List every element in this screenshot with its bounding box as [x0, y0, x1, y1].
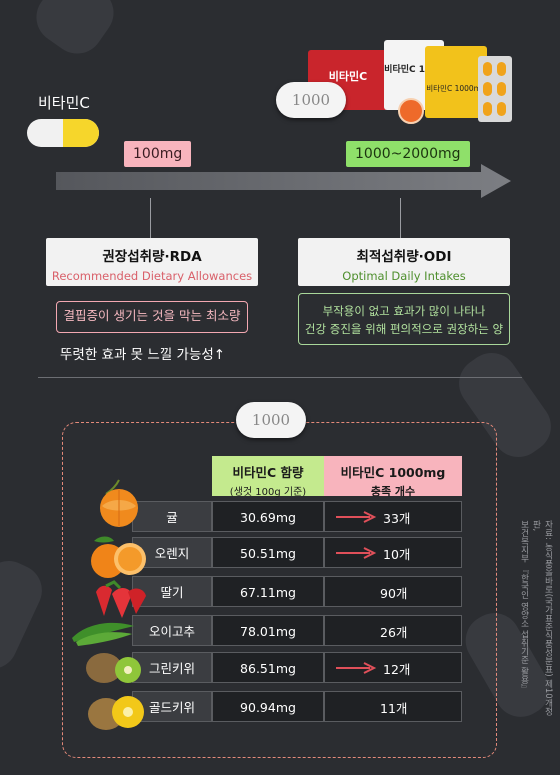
blister-pack: [478, 56, 512, 122]
connector-line-odi: [400, 198, 401, 238]
table-row-count: 12개: [383, 662, 411, 677]
table-row-content: 90.94mg: [212, 691, 324, 722]
table-row-name: 딸기: [132, 576, 212, 607]
table-row-count: 11개: [380, 701, 408, 716]
table-row-count-cell: [324, 691, 462, 722]
table-row-count: 26개: [380, 625, 408, 640]
red-arrow-icon: [336, 511, 377, 523]
table-row-content: 30.69mg: [212, 501, 324, 532]
section-divider: [38, 377, 522, 378]
table-row-content: 67.11mg: [212, 576, 324, 607]
table-row-name: 귤: [132, 501, 212, 532]
product-box-white-text: 비타민C 1000: [384, 65, 444, 75]
odi-title: 최적섭취량·ODI: [356, 249, 452, 265]
orange-slice-image: [398, 98, 424, 124]
header-count: 비타민C 1000mg 충족 개수: [324, 456, 462, 498]
intake-scale-arrow: [56, 164, 511, 198]
red-arrow-icon: [336, 662, 377, 674]
odi-description: 부작용이 없고 효과가 많이 나타나 건강 증진을 위해 편의적으로 권장하는 …: [298, 293, 510, 345]
weak-effect-note: 뚜렷한 효과 못 느낄 가능성↑: [60, 347, 226, 363]
table-row-count-cell: [324, 576, 462, 607]
rda-subtitle: Recommended Dietary Allowances: [51, 269, 253, 283]
table-row-name: 그린키위: [132, 652, 212, 683]
header-count-sub: 충족 개수: [370, 485, 416, 498]
background-capsule-left: [0, 552, 51, 678]
connector-line-rda: [150, 198, 151, 238]
red-arrow-icon: [336, 547, 377, 559]
header-vitamin-content-title: 비타민C 함량: [232, 465, 304, 480]
background-capsule-top-left: [26, 0, 124, 64]
capsule-icon: [27, 119, 99, 147]
green-pepper-image: [72, 622, 134, 646]
product-box-red-text: 비타민C: [328, 70, 368, 83]
vitamin-c-label: 비타민C: [38, 94, 90, 112]
pill-1000-top-text: 1000: [291, 91, 331, 109]
table-row-content: 50.51mg: [212, 537, 324, 568]
odi-subtitle: Optimal Daily Intakes: [342, 269, 466, 283]
odi-description-line-2: 건강 증진을 위해 편의적으로 권장하는 양: [304, 322, 504, 336]
supplement-products-image: 비타민C 비타민C 1000 비타민C 1000mg: [300, 38, 515, 126]
table-row-name: 골드키위: [132, 691, 212, 722]
rda-title: 권장섭취량·RDA: [102, 249, 202, 265]
table-row-name: 오이고추: [132, 615, 212, 646]
table-row-count-cell: [324, 615, 462, 646]
strawberry-image: [96, 580, 146, 618]
table-row-count: 33개: [383, 511, 411, 526]
pill-1000-middle: 1000: [236, 402, 306, 438]
rda-box: 권장섭취량·RDA Recommended Dietary Allowances: [46, 238, 258, 286]
pill-1000-top: 1000: [276, 82, 346, 118]
product-box-yellow: 비타민C 1000mg: [425, 46, 487, 118]
source-note-line-1: 자료: 농식품올바로(국가표준식품성분표) 제10개정판,: [531, 520, 553, 716]
orange-image: [91, 536, 146, 578]
badge-100mg: 100mg: [124, 141, 192, 167]
pill-1000-middle-text: 1000: [251, 411, 291, 429]
gold-kiwi-image: [88, 696, 144, 730]
table-row-count: 10개: [383, 547, 411, 562]
odi-description-line-1: 부작용이 없고 효과가 많이 나타나: [322, 304, 486, 318]
rda-description: 결핍증이 생기는 것을 막는 최소량: [56, 301, 248, 333]
badge-1000-2000mg: 1000~2000mg: [346, 141, 470, 167]
table-row-content: 86.51mg: [212, 652, 324, 683]
header-count-title: 비타민C 1000mg: [340, 465, 446, 480]
product-box-yellow-text: 비타민C 1000mg: [426, 84, 486, 93]
source-note: 자료: 농식품올바로(국가표준식품성분표) 제10개정판, 보건복지부 『한국인…: [519, 520, 554, 720]
tangerine-image: [100, 479, 138, 527]
odi-box: 최적섭취량·ODI Optimal Daily Intakes: [298, 238, 510, 286]
table-row-content: 78.01mg: [212, 615, 324, 646]
source-note-line-2: 보건복지부 『한국인 영양소 섭취기준 활용』: [519, 520, 529, 693]
table-row-count: 90개: [380, 586, 408, 601]
green-kiwi-image: [86, 653, 141, 683]
header-vitamin-content: 비타민C 함량 (생것 100g 기준): [212, 456, 324, 498]
header-vitamin-content-sub: (생것 100g 기준): [229, 487, 307, 498]
